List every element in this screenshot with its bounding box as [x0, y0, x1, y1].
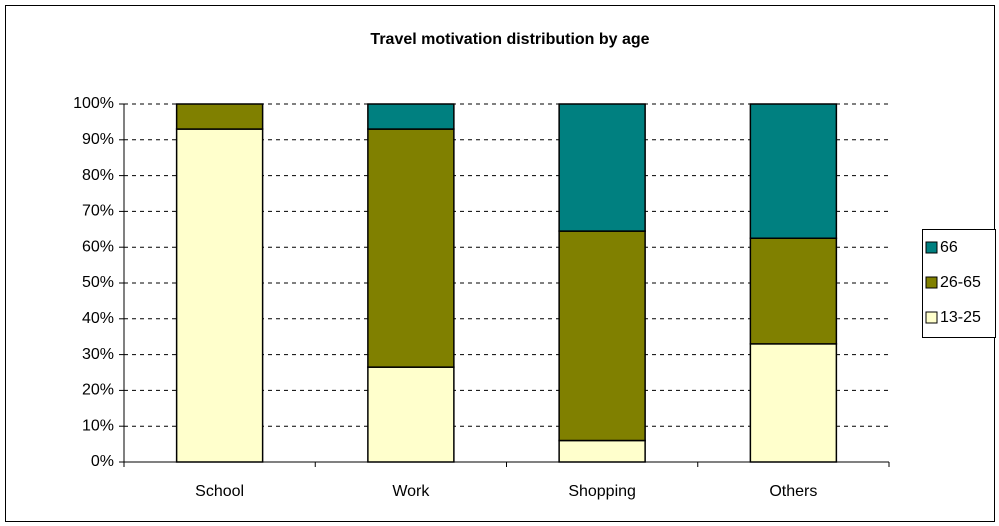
y-tick-label: 10% — [82, 417, 114, 434]
x-tick-label: Others — [769, 483, 817, 500]
bar-segment — [749, 103, 838, 239]
legend-label: 26-65 — [940, 274, 981, 291]
chart-border — [5, 5, 995, 522]
bar-segment — [558, 103, 646, 232]
y-tick-label: 20% — [82, 382, 114, 399]
bar-segment — [367, 366, 455, 463]
y-tick-label: 30% — [82, 346, 114, 363]
legend-label: 13-25 — [940, 309, 981, 326]
y-tick-label: 100% — [73, 95, 114, 112]
bar-segment — [175, 103, 264, 130]
bar-segment — [175, 128, 264, 463]
x-tick-label: Work — [392, 483, 430, 500]
bar-segment — [367, 103, 455, 130]
legend-swatch — [925, 311, 938, 324]
bar-segment — [749, 343, 838, 463]
bar-segment — [367, 128, 455, 368]
y-tick-label: 90% — [82, 131, 114, 148]
y-tick-label: 70% — [82, 203, 114, 220]
y-tick-label: 40% — [82, 310, 114, 327]
bar-segment — [558, 439, 646, 463]
y-tick-label: 0% — [91, 453, 114, 470]
x-tick-label: School — [195, 483, 244, 500]
chart-title: Travel motivation distribution by age — [370, 31, 649, 48]
y-tick-label: 80% — [82, 167, 114, 184]
x-tick-label: Shopping — [568, 483, 636, 500]
legend-swatch — [925, 241, 938, 254]
bar-segment — [558, 230, 646, 442]
legend-swatch — [925, 276, 938, 289]
y-tick-label: 60% — [82, 238, 114, 255]
bar-segment — [749, 237, 838, 345]
legend-label: 66 — [940, 239, 958, 256]
y-tick-label: 50% — [82, 274, 114, 291]
